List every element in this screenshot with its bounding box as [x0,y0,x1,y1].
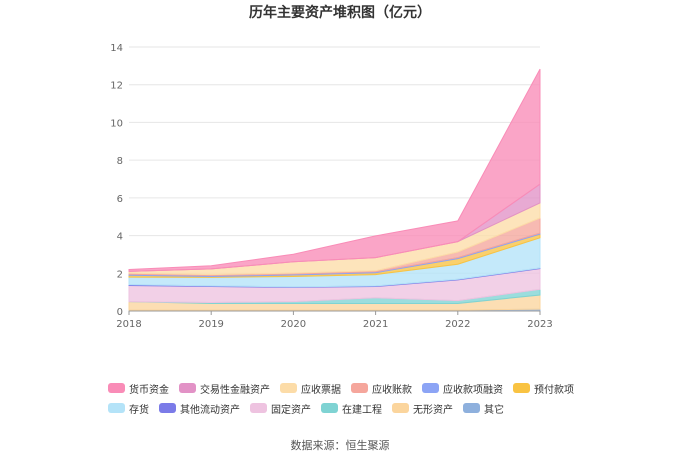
axes: 0 2 4 6 8 10 12 14 2018 2019 2020 2021 2022 2023 [110,43,552,330]
legend-item[interactable]: 其他流动资产 [159,398,240,418]
legend-swatch [280,383,297,393]
legend-label: 其它 [484,404,504,416]
x-tick-label: 2019 [198,319,223,330]
y-tick-label: 12 [110,81,123,92]
legend-items: 货币资金 交易性金融资产 应收票据 应收账款 应收款项融资 预付款项存货 其他流动资产 固定资… [108,378,628,418]
legend-item[interactable]: 在建工程 [321,398,382,418]
legend-item[interactable]: 交易性金融资产 [179,378,270,398]
legend-label: 货币资金 [129,384,169,396]
legend-label: 预付款项 [534,384,574,396]
x-tick-label: 2022 [445,319,470,330]
area-货币资金 [128,68,541,272]
legend-item[interactable]: 应收票据 [280,378,341,398]
legend-swatch [351,383,368,393]
y-tick-label: 10 [110,118,123,129]
legend-label: 固定资产 [271,404,311,416]
x-tick-label: 2023 [527,319,552,330]
legend-swatch [159,403,176,413]
y-tick-label: 2 [117,269,123,280]
legend-label: 交易性金融资产 [200,384,270,396]
legend-label: 其他流动资产 [180,404,240,416]
data-source: 数据来源：恒生聚源 [290,439,390,452]
legend-swatch [250,403,267,413]
legend-label: 无形资产 [413,404,453,416]
legend-item[interactable]: 固定资产 [250,398,311,418]
legend-swatch [108,383,125,393]
legend-swatch [422,383,439,393]
y-tick-label: 4 [117,232,123,243]
legend-swatch [321,403,338,413]
legend-swatch [108,403,125,413]
legend-swatch [463,403,480,413]
legend-swatch [513,383,530,393]
chart-title: 历年主要资产堆积图（亿元） [249,5,431,21]
legend-item[interactable]: 存货 [108,398,149,418]
legend-item[interactable]: 应收款项融资 [422,378,503,398]
legend: 货币资金 交易性金融资产 应收票据 应收账款 应收款项融资 预付款项存货 其他流动资产 固定资… [108,378,628,418]
legend-item[interactable]: 应收账款 [351,378,412,398]
legend-item[interactable]: 其它 [463,398,504,418]
legend-item[interactable]: 货币资金 [108,378,169,398]
legend-swatch [392,403,409,413]
area-series [128,68,541,312]
legend-label: 应收款项融资 [443,384,503,396]
y-tick-label: 6 [117,194,123,205]
legend-item[interactable]: 预付款项 [513,378,574,398]
y-tick-label: 14 [110,43,123,54]
y-tick-label: 8 [117,156,123,167]
legend-label: 存货 [129,404,149,416]
x-tick-label: 2018 [116,319,141,330]
legend-label: 应收账款 [372,384,412,396]
x-tick-label: 2021 [363,319,388,330]
legend-label: 在建工程 [342,404,382,416]
y-tick-label: 0 [117,307,123,318]
legend-item[interactable]: 无形资产 [392,398,453,418]
x-tick-label: 2020 [281,319,306,330]
legend-swatch [179,383,196,393]
legend-label: 应收票据 [301,384,341,396]
